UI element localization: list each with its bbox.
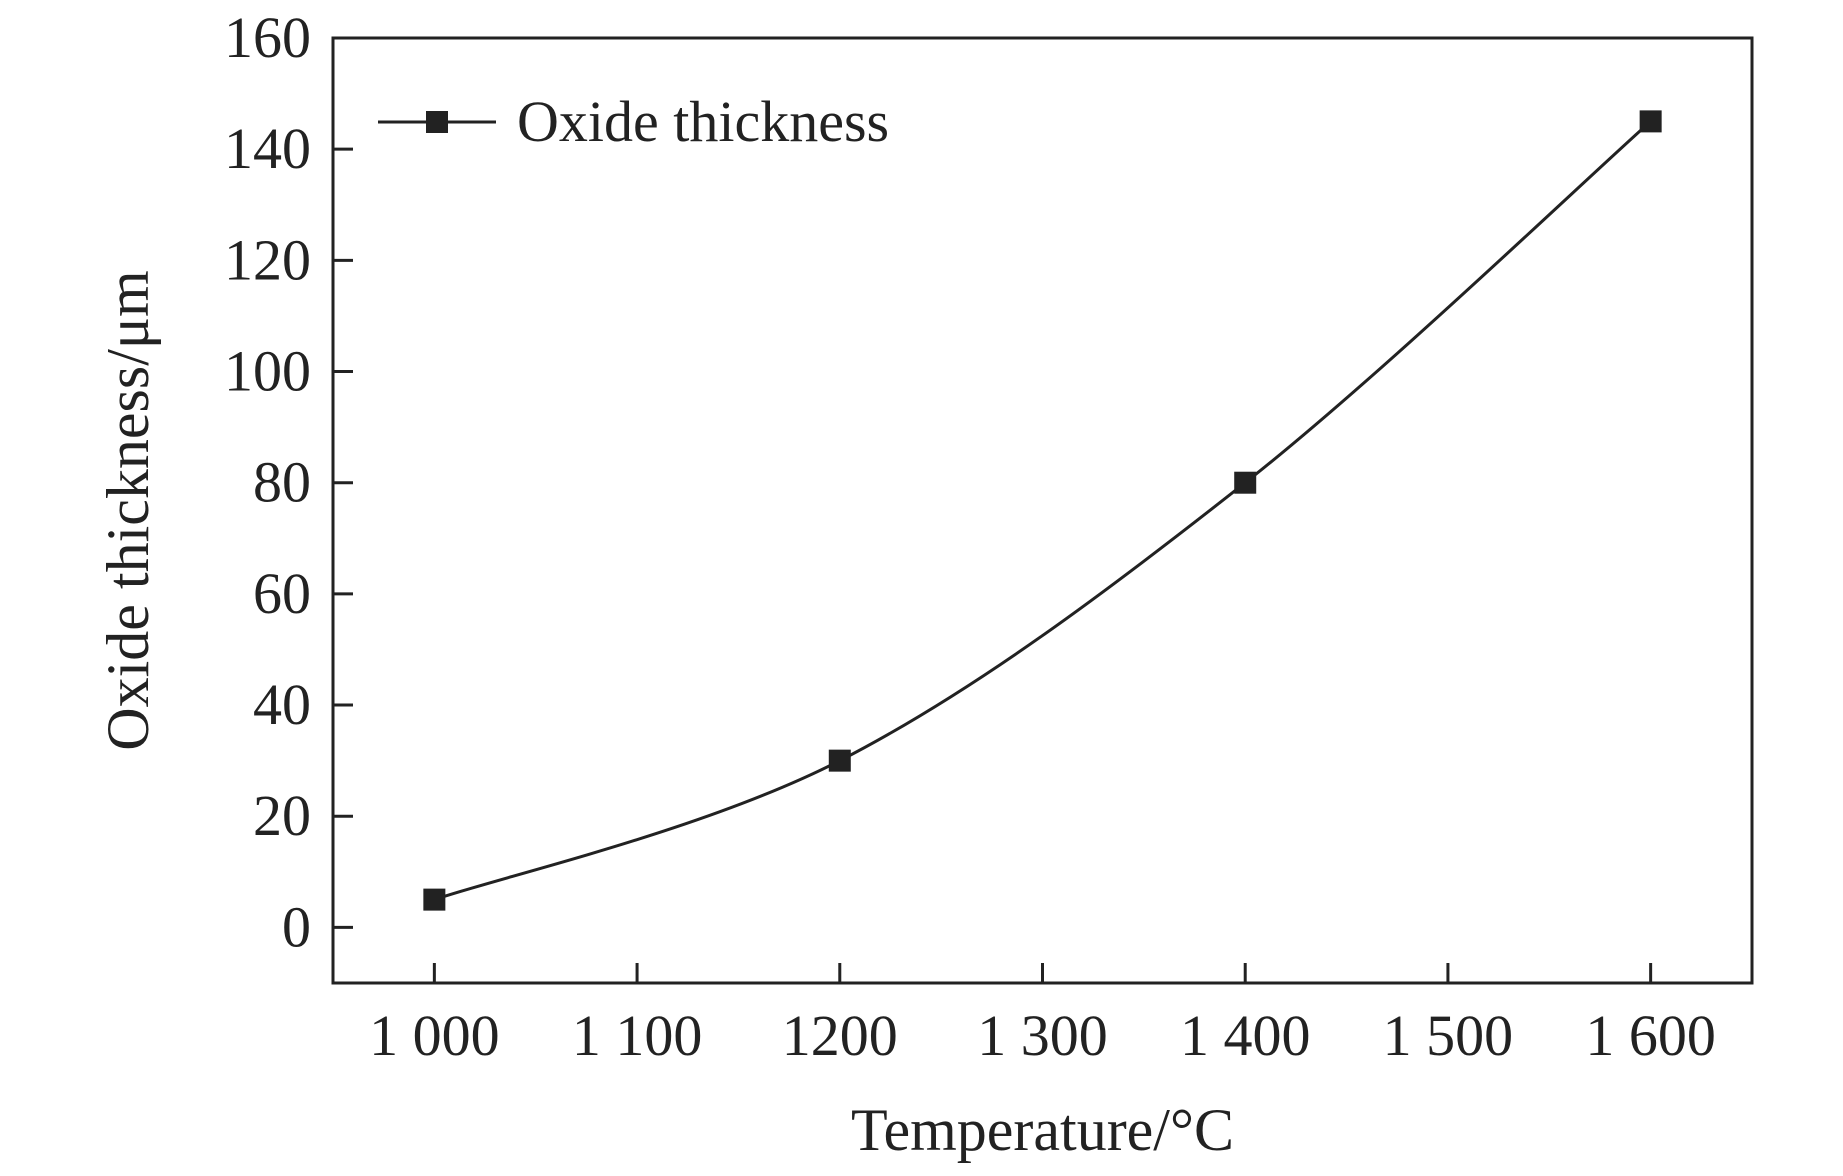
y-tick-label: 100 xyxy=(224,339,311,404)
y-tick-label: 20 xyxy=(253,783,311,848)
data-point-marker xyxy=(1639,110,1662,133)
data-point-marker xyxy=(828,749,851,772)
y-tick-label: 60 xyxy=(253,561,311,626)
x-tick-label: 1 100 xyxy=(572,1003,703,1068)
y-tick-label: 80 xyxy=(253,450,311,515)
y-tick-label: 140 xyxy=(224,116,311,181)
y-tick-label: 120 xyxy=(224,227,311,292)
x-tick-label: 1200 xyxy=(782,1003,898,1068)
y-axis-title: Oxide thickness/μm xyxy=(95,270,161,750)
y-tick-label: 160 xyxy=(224,5,311,70)
series-layer xyxy=(423,110,1662,911)
y-tick-label: 40 xyxy=(253,672,311,737)
legend: Oxide thickness xyxy=(378,89,889,154)
x-tick-label: 1 500 xyxy=(1383,1003,1514,1068)
series-line-0 xyxy=(433,120,1652,902)
legend-marker-sample xyxy=(426,111,448,133)
x-tick-label: 1 600 xyxy=(1585,1003,1716,1068)
y-tick-label: 0 xyxy=(282,894,311,959)
x-tick-label: 1 400 xyxy=(1180,1003,1311,1068)
legend-entry-label: Oxide thickness xyxy=(517,89,889,154)
data-point-marker xyxy=(1234,471,1257,494)
x-tick-label: 1 300 xyxy=(977,1003,1108,1068)
x-tick-label: 1 000 xyxy=(369,1003,500,1068)
x-axis-title: Temperature/°C xyxy=(851,1097,1234,1163)
plot-frame xyxy=(331,36,1754,985)
data-point-marker xyxy=(423,888,446,911)
axes-layer: 0 20 40 60 80 100 120 140 160 1 000 1 100 1200 1 300… xyxy=(224,5,1754,1068)
